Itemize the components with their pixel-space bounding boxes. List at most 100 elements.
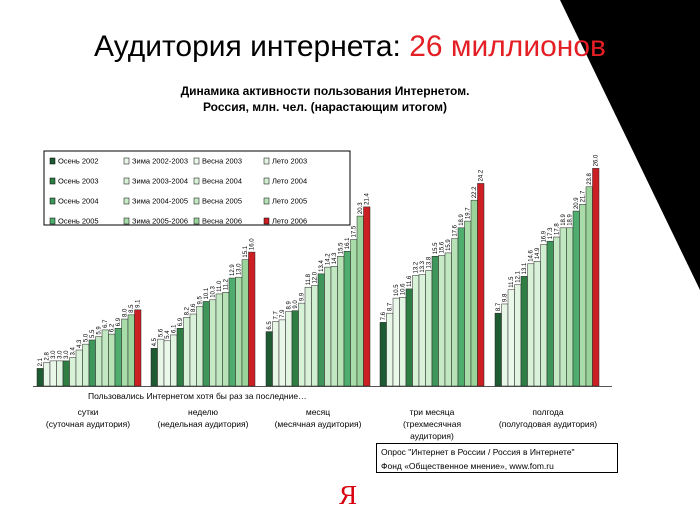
data-label: 4.3: [77, 339, 83, 348]
source-line1: Опрос "Интернет в России / Россия в Инте…: [381, 447, 575, 457]
bar: [228, 277, 236, 387]
legend-label: Осень 2003: [58, 177, 99, 186]
data-label: 16.1: [345, 237, 351, 249]
data-label: 3.4: [70, 347, 76, 356]
bar: [501, 303, 509, 387]
bar: [95, 336, 103, 387]
legend-swatch: [263, 157, 270, 165]
data-label: 5.4: [165, 330, 171, 339]
data-label: 15.1: [243, 245, 249, 257]
data-label: 13.1: [522, 262, 528, 274]
data-label: 5.6: [158, 328, 164, 337]
legend-swatch: [49, 177, 56, 185]
data-label: 8.9: [286, 300, 292, 309]
legend-swatch: [123, 197, 130, 205]
data-label: 9.0: [293, 300, 299, 309]
legend-label: Весна 2005: [202, 197, 242, 206]
bar: [176, 327, 184, 387]
data-label: 17.3: [548, 227, 554, 239]
data-label: 24.2: [478, 169, 484, 181]
data-label: 7.6: [381, 311, 387, 320]
bar: [202, 301, 210, 387]
data-label: 6.1: [171, 324, 177, 333]
bar: [579, 204, 587, 387]
data-label: 17.5: [351, 225, 357, 237]
data-label: 18.9: [567, 213, 573, 225]
group-label-line: аудитория): [410, 431, 454, 441]
legend-swatch: [123, 177, 130, 185]
bar: [477, 183, 485, 387]
bar: [566, 227, 574, 387]
bar: [350, 239, 358, 387]
legend-label: Лето 2006: [272, 217, 307, 226]
bar: [209, 299, 217, 387]
legend-swatch: [263, 177, 270, 185]
data-label: 9.1: [135, 299, 141, 308]
data-label: 11.8: [306, 273, 312, 285]
data-label: 10.3: [210, 285, 216, 297]
data-label: 10.6: [400, 283, 406, 295]
bar: [392, 297, 400, 387]
legend-label: Зима 2003-2004: [132, 177, 188, 186]
data-label: 3.0: [57, 350, 63, 359]
data-label: 6.9: [178, 317, 184, 326]
bar: [363, 206, 371, 387]
bar: [546, 240, 554, 387]
data-label: 20.3: [358, 202, 364, 214]
group-label-line: полгода: [532, 407, 564, 417]
data-label: 7.7: [273, 311, 279, 320]
data-label: 11.0: [217, 280, 223, 292]
bar: [265, 331, 273, 387]
title-main: Аудитория интернета:: [94, 30, 410, 63]
data-label: 14.3: [332, 252, 338, 264]
legend-swatch: [263, 217, 270, 225]
bar: [69, 357, 77, 387]
bar: [451, 238, 459, 387]
bar: [514, 284, 522, 387]
data-label: 11.6: [407, 275, 413, 287]
bar: [494, 312, 502, 387]
bar: [222, 292, 230, 387]
slide-title: Аудитория интернета: 26 миллионов: [0, 30, 700, 64]
data-label: 15.5: [433, 242, 439, 254]
bar: [405, 288, 413, 387]
data-label: 6.5: [267, 321, 273, 330]
bar: [56, 360, 64, 387]
group-label-line: (месячная аудитория): [274, 419, 362, 429]
data-label: 12.0: [312, 271, 318, 283]
bar: [311, 285, 319, 387]
bar: [127, 314, 135, 387]
data-label: 21.4: [364, 193, 370, 205]
legend-swatch: [193, 217, 200, 225]
bar: [438, 255, 446, 387]
bar: [114, 327, 122, 387]
data-label: 2.1: [38, 357, 44, 366]
bar: [559, 227, 567, 387]
bar: [189, 313, 197, 387]
data-label: 15.6: [439, 241, 445, 253]
yandex-logo: Я: [338, 480, 357, 510]
bar: [533, 261, 541, 387]
bar: [585, 186, 593, 387]
bar: [343, 250, 351, 387]
bar: [386, 312, 394, 387]
data-label: 8.6: [191, 303, 197, 312]
data-label: 16.9: [541, 230, 547, 242]
data-label: 15.5: [338, 242, 344, 254]
data-label: 6.9: [116, 317, 122, 326]
legend-label: Весна 2004: [202, 177, 242, 186]
data-label: 22.2: [472, 186, 478, 198]
legend-swatch: [49, 197, 56, 205]
bar: [457, 227, 465, 387]
source-line2: Фонд «Общественное мнение», www.fom.ru: [381, 461, 554, 471]
bar: [425, 270, 433, 387]
bar: [520, 276, 528, 387]
data-label: 9.8: [502, 293, 508, 302]
bar: [134, 309, 142, 387]
bar: [527, 263, 535, 387]
data-label: 13.4: [319, 259, 325, 271]
data-label: 13.2: [413, 261, 419, 273]
legend-label: Осень 2002: [58, 157, 99, 166]
bar: [88, 339, 96, 387]
bar: [356, 215, 364, 387]
